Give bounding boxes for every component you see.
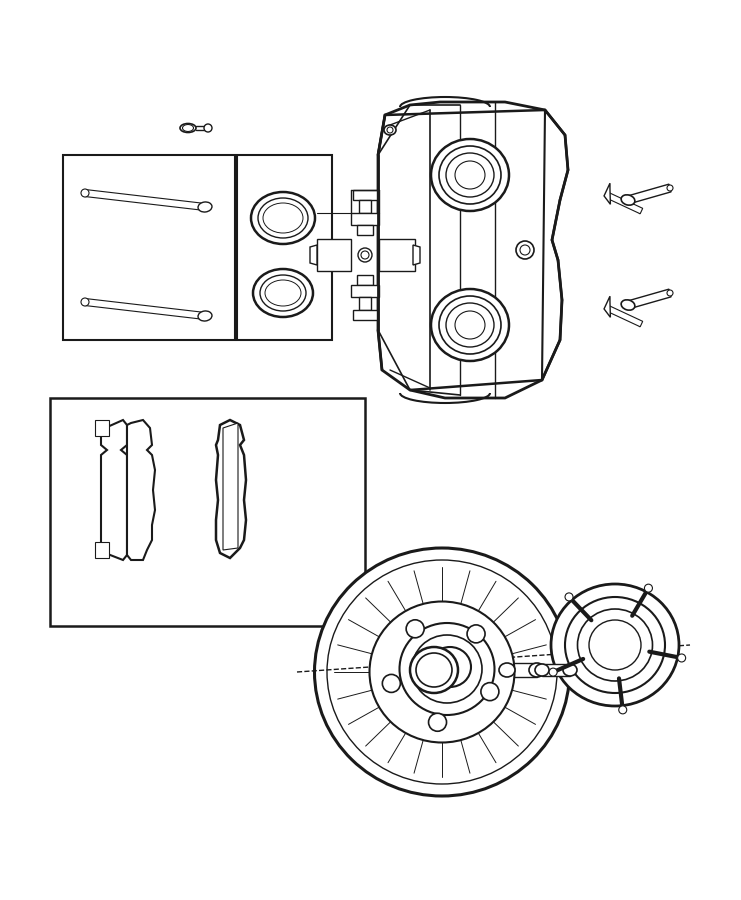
Ellipse shape <box>358 248 372 262</box>
Polygon shape <box>351 213 379 225</box>
Ellipse shape <box>589 620 641 670</box>
Ellipse shape <box>182 124 193 131</box>
Polygon shape <box>216 420 246 558</box>
Ellipse shape <box>429 647 471 687</box>
Ellipse shape <box>384 125 396 135</box>
Ellipse shape <box>314 548 570 796</box>
Ellipse shape <box>667 290 673 296</box>
Ellipse shape <box>499 663 515 677</box>
Circle shape <box>428 714 447 732</box>
Ellipse shape <box>410 647 458 693</box>
Ellipse shape <box>516 241 534 259</box>
Polygon shape <box>84 190 205 211</box>
Polygon shape <box>223 423 238 550</box>
Ellipse shape <box>251 192 315 244</box>
Circle shape <box>549 668 557 676</box>
Polygon shape <box>84 299 205 320</box>
Ellipse shape <box>387 127 393 133</box>
Polygon shape <box>351 285 379 297</box>
Ellipse shape <box>439 146 501 204</box>
Ellipse shape <box>563 664 577 676</box>
Ellipse shape <box>535 664 549 676</box>
Bar <box>63 155 235 340</box>
Polygon shape <box>413 245 420 265</box>
Ellipse shape <box>455 161 485 189</box>
Ellipse shape <box>204 124 212 132</box>
Polygon shape <box>378 102 568 398</box>
Polygon shape <box>101 420 127 560</box>
Ellipse shape <box>446 303 494 347</box>
Bar <box>237 155 332 340</box>
Ellipse shape <box>431 289 509 361</box>
Circle shape <box>619 706 627 714</box>
Polygon shape <box>310 245 317 265</box>
Ellipse shape <box>327 560 557 784</box>
Circle shape <box>382 674 400 692</box>
Polygon shape <box>605 305 642 327</box>
Ellipse shape <box>253 269 313 317</box>
Ellipse shape <box>416 653 452 687</box>
Ellipse shape <box>180 123 196 132</box>
Polygon shape <box>353 310 377 320</box>
Polygon shape <box>379 239 415 271</box>
Bar <box>95 542 109 558</box>
Polygon shape <box>507 663 537 677</box>
Ellipse shape <box>263 203 303 233</box>
Ellipse shape <box>520 245 530 255</box>
Ellipse shape <box>370 601 514 742</box>
Polygon shape <box>604 184 611 204</box>
Ellipse shape <box>81 189 89 197</box>
Ellipse shape <box>455 311 485 339</box>
Ellipse shape <box>439 296 501 354</box>
Ellipse shape <box>551 584 679 706</box>
Polygon shape <box>605 193 642 214</box>
Polygon shape <box>604 296 611 318</box>
Ellipse shape <box>621 300 635 310</box>
Ellipse shape <box>260 275 306 311</box>
Polygon shape <box>357 225 373 235</box>
Ellipse shape <box>667 185 673 191</box>
Ellipse shape <box>412 635 482 703</box>
Ellipse shape <box>529 663 545 677</box>
Ellipse shape <box>198 311 212 321</box>
Bar <box>95 420 109 436</box>
Polygon shape <box>357 275 373 285</box>
Polygon shape <box>353 190 377 200</box>
Circle shape <box>467 625 485 643</box>
Polygon shape <box>627 184 671 203</box>
Ellipse shape <box>431 139 509 211</box>
Circle shape <box>678 654 685 662</box>
Polygon shape <box>627 289 671 309</box>
Ellipse shape <box>198 202 212 212</box>
Circle shape <box>406 620 424 638</box>
Polygon shape <box>359 200 371 213</box>
Polygon shape <box>317 239 351 271</box>
Ellipse shape <box>577 609 653 681</box>
Circle shape <box>645 584 652 592</box>
Ellipse shape <box>81 298 89 306</box>
Ellipse shape <box>361 251 369 259</box>
Ellipse shape <box>265 280 301 306</box>
Polygon shape <box>542 664 570 676</box>
Circle shape <box>565 593 573 601</box>
Ellipse shape <box>399 623 494 715</box>
Ellipse shape <box>258 198 308 238</box>
Bar <box>50 398 365 626</box>
Ellipse shape <box>565 597 665 693</box>
Polygon shape <box>127 420 155 560</box>
Ellipse shape <box>621 194 635 205</box>
Polygon shape <box>359 297 371 310</box>
Ellipse shape <box>446 153 494 197</box>
Circle shape <box>481 682 499 700</box>
